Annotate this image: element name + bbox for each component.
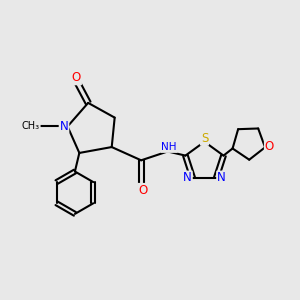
Text: O: O	[72, 71, 81, 84]
Text: N: N	[60, 120, 68, 133]
Text: N: N	[183, 172, 192, 184]
Text: S: S	[201, 132, 208, 145]
Text: NH: NH	[161, 142, 177, 152]
Text: CH₃: CH₃	[22, 122, 40, 131]
Text: O: O	[138, 184, 147, 197]
Text: N: N	[217, 172, 226, 184]
Text: O: O	[265, 140, 274, 153]
